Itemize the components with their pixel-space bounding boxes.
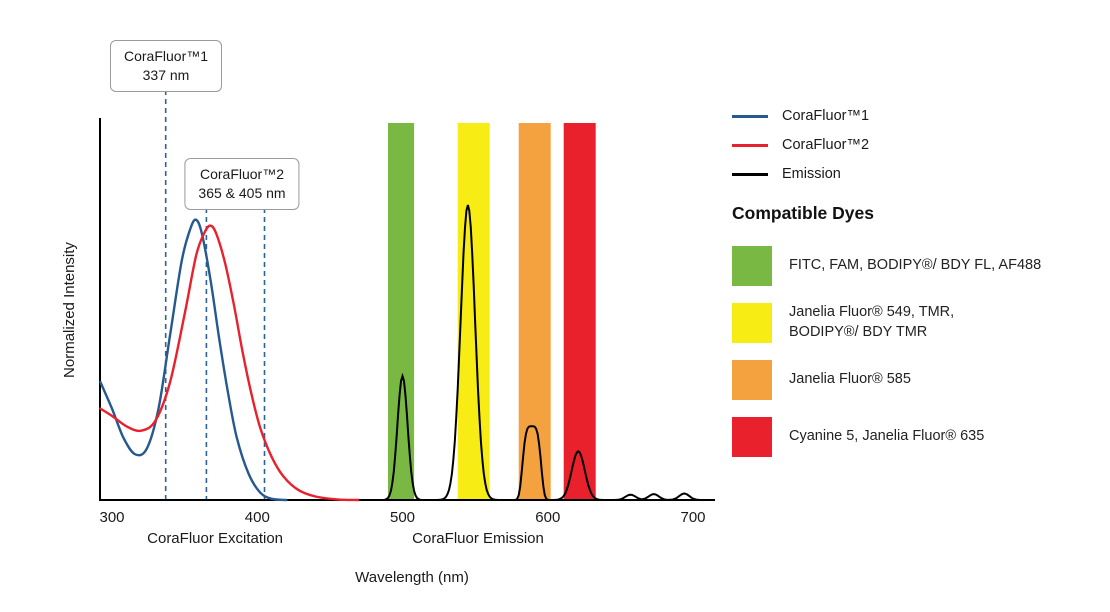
green-dye-swatch	[732, 246, 772, 286]
spectra-plot-canvas: Normalized Intensity Wavelength (nm) 300…	[61, 90, 715, 586]
callout-title: CoraFluor™1	[123, 48, 209, 64]
x-tick-700: 700	[680, 509, 705, 526]
legend-item-corafluor1: CoraFluor™1	[732, 106, 1102, 126]
legend-item-corafluor2: CoraFluor™2	[732, 135, 1102, 155]
orange-dye-swatch	[732, 360, 772, 400]
region-label: CoraFluor Emission	[412, 530, 544, 547]
dye-row-red: Cyanine 5, Janelia Fluor® 635	[732, 417, 1102, 457]
callout-corafluor2-365-405nm: CoraFluor™2 365 & 405 nm	[184, 158, 300, 210]
callout-corafluor1-337nm: CoraFluor™1 337 nm	[109, 40, 223, 92]
legend-line-swatch	[732, 143, 768, 147]
legend-label: CoraFluor™1	[782, 108, 870, 124]
dye-label: Cyanine 5, Janelia Fluor® 635	[789, 428, 985, 445]
dye-label: Janelia Fluor® 549, TMR, BODIPY®/ BDY TM…	[789, 304, 955, 340]
region-label: CoraFluor Excitation	[147, 530, 283, 547]
band-red-filter	[563, 123, 596, 500]
excitation-curve-1	[99, 218, 288, 502]
band-orange-filter	[518, 123, 551, 500]
y-axis-label: Normalized Intensity	[61, 242, 78, 378]
legend-label: Emission	[782, 166, 841, 182]
side-panel: CoraFluor™1 CoraFluor™2 Emission Compati…	[732, 106, 1102, 474]
band-yellow-filter	[457, 123, 490, 500]
dye-label: Janelia Fluor® 585	[789, 371, 911, 388]
callout-title: CoraFluor™2	[199, 166, 285, 182]
emission-curve	[358, 204, 712, 501]
red-dye-swatch	[732, 417, 772, 457]
x-tick-400: 400	[245, 509, 270, 526]
x-tick-500: 500	[390, 509, 415, 526]
yellow-dye-swatch	[732, 303, 772, 343]
legend-item-emission: Emission	[732, 164, 1102, 184]
dye-label: FITC, FAM, BODIPY®/ BDY FL, AF488	[789, 257, 1042, 274]
legend-line-swatch	[732, 114, 768, 118]
x-tick-300: 300	[99, 509, 124, 526]
legend-label: CoraFluor™2	[782, 137, 870, 153]
callout-value: 337 nm	[142, 66, 190, 83]
x-tick-600: 600	[535, 509, 560, 526]
callout-value: 365 & 405 nm	[198, 184, 286, 201]
legend-line-swatch	[732, 172, 768, 176]
dye-row-green: FITC, FAM, BODIPY®/ BDY FL, AF488	[732, 246, 1102, 286]
compatible-dyes-heading: Compatible Dyes	[732, 203, 874, 223]
excitation-curve-2	[99, 224, 361, 502]
x-axis-label: Wavelength (nm)	[355, 569, 469, 586]
dye-row-orange: Janelia Fluor® 585	[732, 360, 1102, 400]
band-green-filter	[388, 123, 415, 500]
spectra-chart: Normalized Intensity Wavelength (nm) 300…	[61, 40, 715, 586]
dye-row-yellow: Janelia Fluor® 549, TMR, BODIPY®/ BDY TM…	[732, 303, 1102, 343]
